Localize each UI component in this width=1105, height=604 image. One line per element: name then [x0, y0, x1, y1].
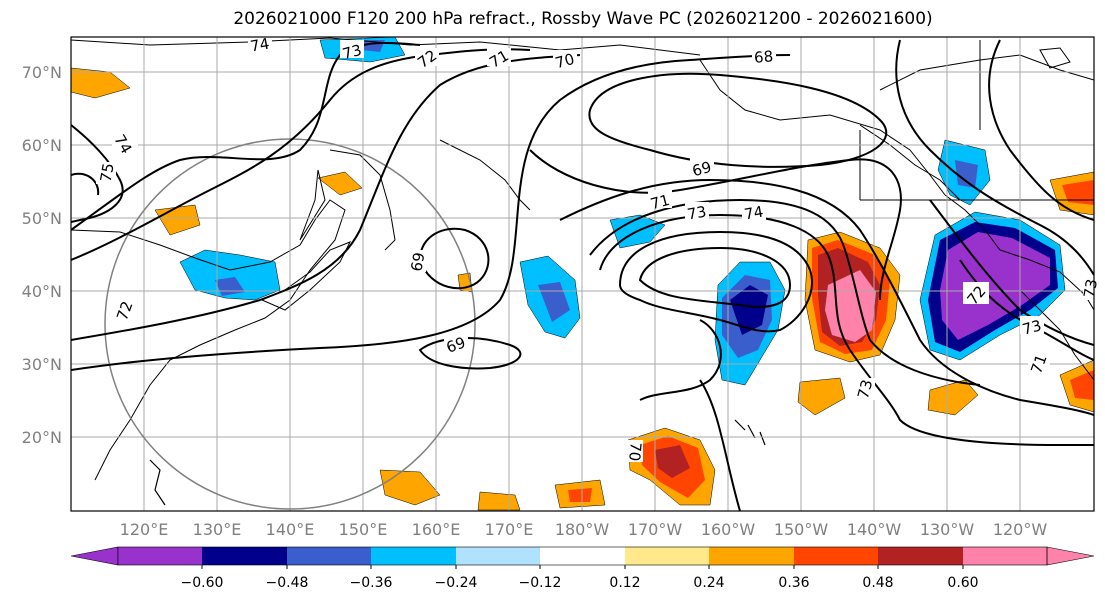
graticule: [71, 37, 1094, 511]
colorbar-segment: [794, 547, 879, 565]
colorbar-tick: 0.24: [693, 575, 724, 591]
colorbar-tick: 0.48: [862, 575, 893, 591]
colorbar-segment: [118, 547, 203, 565]
colorbar-segment: [287, 547, 372, 565]
colorbar-segment: [371, 547, 456, 565]
longitude-axis: 120°E 130°E 140°E 150°E 160°E 170°E 180°…: [120, 520, 1048, 539]
radius-circle: [104, 138, 476, 510]
lon-label: 160°W: [701, 520, 756, 539]
colorbar-segment: [963, 547, 1048, 565]
colorbar-tick: 0.60: [947, 575, 978, 591]
map-frame: [70, 36, 1095, 512]
contour-label: 70: [625, 441, 645, 462]
lat-label: 60°N: [22, 136, 62, 155]
lon-label: 140°E: [266, 520, 315, 539]
colorbar-tick: −0.12: [519, 575, 562, 591]
colorbar-tick: −0.24: [435, 575, 478, 591]
colorbar: −0.60 −0.48 −0.36 −0.24 −0.12 0.12 0.24 …: [70, 546, 1095, 591]
contour-label: 72: [113, 299, 136, 323]
colorbar-tick: −0.36: [350, 575, 393, 591]
contour-label: 69: [690, 158, 713, 180]
map-title: 2026021000 F120 200 hPa refract., Rossby…: [233, 9, 933, 29]
lat-label: 40°N: [22, 282, 62, 301]
contour-label: 73: [686, 203, 708, 224]
refractivity-contours: [71, 39, 1094, 511]
lon-label: 120°W: [993, 520, 1048, 539]
contour-label: 70: [553, 50, 576, 72]
colorbar-segment: [540, 547, 625, 565]
colorbar-tick: −0.60: [181, 575, 224, 591]
lat-label: 50°N: [22, 209, 62, 228]
colorbar-segment: [202, 547, 287, 565]
lon-label: 130°W: [920, 520, 975, 539]
lon-label: 140°W: [847, 520, 902, 539]
colorbar-segment: [709, 547, 794, 565]
lat-label: 70°N: [22, 63, 62, 82]
contour-label: 71: [649, 191, 672, 213]
colorbar-extend-low: [70, 546, 119, 566]
lat-label: 20°N: [22, 428, 62, 447]
colorbar-extend-high: [1046, 546, 1095, 566]
contour-label: 74: [743, 203, 765, 224]
lon-label: 120°E: [120, 520, 169, 539]
colorbar-segment: [625, 547, 710, 565]
lat-label: 30°N: [22, 355, 62, 374]
colorbar-segment: [456, 547, 541, 565]
contour-label: 68: [753, 47, 774, 67]
contour-label: 69: [407, 251, 428, 273]
colorbar-tick: −0.48: [266, 575, 309, 591]
colorbar-tick: 0.12: [609, 575, 640, 591]
lon-label: 150°E: [339, 520, 388, 539]
colorbar-segment: [878, 547, 963, 565]
lon-label: 150°W: [774, 520, 829, 539]
lon-label: 170°W: [628, 520, 683, 539]
contour-label: 73: [854, 378, 876, 401]
contour-label: 73: [341, 41, 364, 63]
contour-label: 75: [97, 162, 118, 184]
latitude-axis: 70°N 60°N 50°N 40°N 30°N 20°N: [22, 63, 62, 447]
lon-label: 130°E: [193, 520, 242, 539]
contour-label: 74: [249, 35, 271, 56]
colorbar-tick: 0.36: [778, 575, 809, 591]
contour-label: 73: [1020, 316, 1043, 338]
contour-label: 69: [444, 333, 468, 356]
lon-label: 160°E: [412, 520, 461, 539]
contour-label: 73: [1080, 278, 1101, 300]
lon-label: 170°E: [485, 520, 534, 539]
contour-label: 71: [1027, 352, 1050, 376]
lon-label: 180°W: [555, 520, 610, 539]
